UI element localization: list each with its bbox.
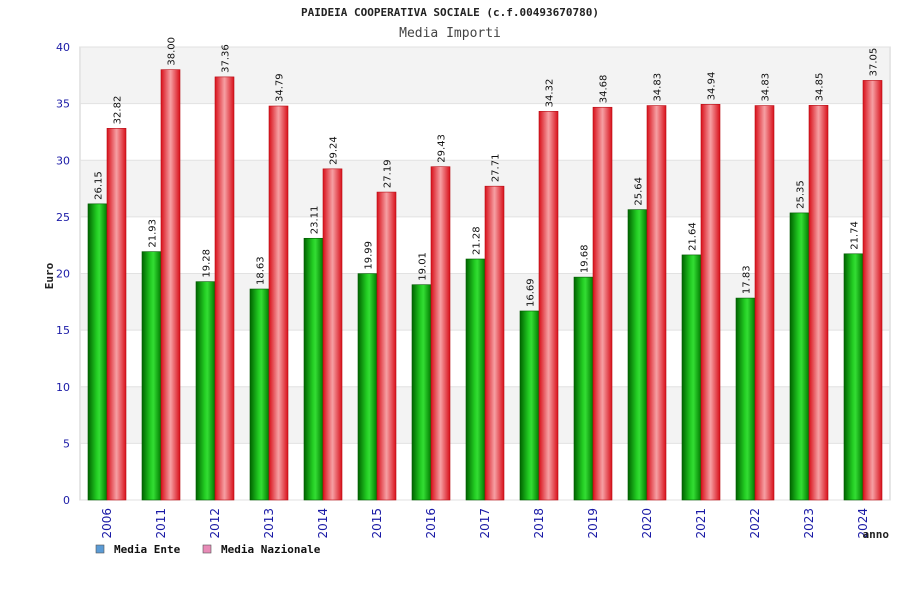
bar-media-nazionale	[106, 128, 127, 501]
bar-media-ente	[465, 258, 486, 501]
x-tick-label: 2017	[478, 508, 492, 539]
data-label: 37.36	[221, 44, 232, 73]
data-label: 21.93	[148, 219, 159, 248]
data-label: 25.35	[796, 180, 807, 209]
x-axis-label: anno	[863, 528, 890, 541]
y-tick-label: 30	[56, 154, 70, 167]
data-label: 21.64	[688, 222, 699, 251]
data-label: 19.28	[202, 249, 213, 278]
data-label: 27.71	[491, 154, 502, 183]
bar-media-nazionale	[430, 166, 451, 501]
x-tick-label: 2018	[532, 508, 546, 539]
bar-media-ente	[735, 297, 756, 501]
data-label: 34.79	[275, 73, 286, 102]
data-label: 34.68	[599, 75, 610, 104]
bar-media-ente	[627, 209, 648, 501]
x-axis-ticks: 2006 2011 2012 2013 2014 2015 2016 2017 2018 2019…	[100, 508, 870, 539]
data-label: 25.64	[634, 177, 645, 206]
data-label: 34.83	[761, 73, 772, 102]
y-axis-ticks: 0 5 10 15 20 25 30 35 40	[56, 41, 70, 507]
x-tick-label: 2020	[640, 508, 654, 539]
legend-swatch	[95, 544, 105, 554]
bar-media-nazionale	[160, 69, 181, 501]
chart-title: PAIDEIA COOPERATIVA SOCIALE (c.f.0049367…	[301, 6, 599, 19]
data-label: 29.24	[329, 136, 340, 165]
data-label: 34.32	[545, 79, 556, 108]
y-axis-label: Euro	[43, 262, 56, 289]
data-label: 21.28	[472, 226, 483, 255]
x-tick-label: 2024	[856, 508, 870, 539]
bar-media-ente	[87, 203, 108, 501]
x-tick-label: 2013	[262, 508, 276, 539]
y-tick-label: 20	[56, 268, 70, 281]
bar-media-nazionale	[700, 104, 721, 501]
bar-media-nazionale	[322, 168, 343, 501]
bar-media-nazionale	[646, 105, 667, 501]
bar-media-ente	[249, 288, 270, 501]
chart-subtitle: Media Importi	[399, 26, 501, 41]
data-label: 23.11	[310, 206, 321, 235]
data-label: 34.83	[653, 73, 664, 102]
data-label: 19.99	[364, 241, 375, 270]
y-tick-label: 5	[63, 437, 70, 450]
x-tick-label: 2023	[802, 508, 816, 539]
data-label: 34.94	[707, 72, 718, 101]
data-label: 27.19	[383, 159, 394, 188]
x-tick-label: 2019	[586, 508, 600, 539]
bar-media-ente	[195, 281, 216, 501]
bar-media-nazionale	[376, 191, 397, 501]
y-tick-label: 40	[56, 41, 70, 54]
bar-media-nazionale	[862, 80, 883, 501]
x-tick-label: 2016	[424, 508, 438, 539]
x-tick-label: 2011	[154, 508, 168, 539]
data-label: 34.85	[815, 73, 826, 102]
data-label: 17.83	[742, 265, 753, 294]
bar-media-ente	[141, 251, 162, 501]
legend-label: Media Nazionale	[221, 543, 321, 556]
y-tick-label: 35	[56, 98, 70, 111]
bar-media-ente	[681, 254, 702, 501]
bar-media-nazionale	[214, 76, 235, 501]
bar-labels: 26.15 32.82 21.93 38.00 19.28 37.36 18.63 34.79…	[94, 37, 880, 307]
data-label: 26.15	[94, 171, 105, 200]
bar-media-ente	[411, 284, 432, 501]
x-tick-label: 2014	[316, 508, 330, 539]
bar-media-ente	[789, 212, 810, 501]
data-label: 18.63	[256, 256, 267, 285]
bar-media-ente	[573, 276, 594, 501]
data-label: 19.01	[418, 252, 429, 281]
data-label: 37.05	[869, 48, 880, 77]
data-label: 29.43	[437, 134, 448, 163]
bar-media-nazionale	[484, 185, 505, 501]
legend-label: Media Ente	[114, 543, 181, 556]
bar-media-ente	[303, 237, 324, 501]
bar-media-nazionale	[592, 106, 613, 501]
data-label: 38.00	[167, 37, 178, 66]
data-label: 19.68	[580, 244, 591, 273]
bar-media-nazionale	[268, 105, 289, 501]
y-tick-label: 0	[63, 494, 70, 507]
data-label: 16.69	[526, 278, 537, 307]
bar-media-ente	[519, 310, 540, 501]
bar-media-nazionale	[808, 105, 829, 501]
data-label: 32.82	[113, 96, 124, 125]
data-label: 21.74	[850, 221, 861, 250]
x-tick-label: 2006	[100, 508, 114, 539]
y-tick-label: 25	[56, 211, 70, 224]
x-tick-label: 2015	[370, 508, 384, 539]
x-tick-label: 2022	[748, 508, 762, 539]
bar-media-nazionale	[754, 105, 775, 501]
bar-media-nazionale	[538, 111, 559, 501]
bars	[87, 69, 883, 501]
bar-media-ente	[357, 273, 378, 501]
legend-swatch	[202, 544, 212, 554]
bar-media-ente	[843, 253, 864, 501]
x-tick-label: 2012	[208, 508, 222, 539]
legend: Media Ente Media Nazionale	[95, 543, 321, 556]
y-tick-label: 10	[56, 381, 70, 394]
y-tick-label: 15	[56, 324, 70, 337]
x-tick-label: 2021	[694, 508, 708, 539]
